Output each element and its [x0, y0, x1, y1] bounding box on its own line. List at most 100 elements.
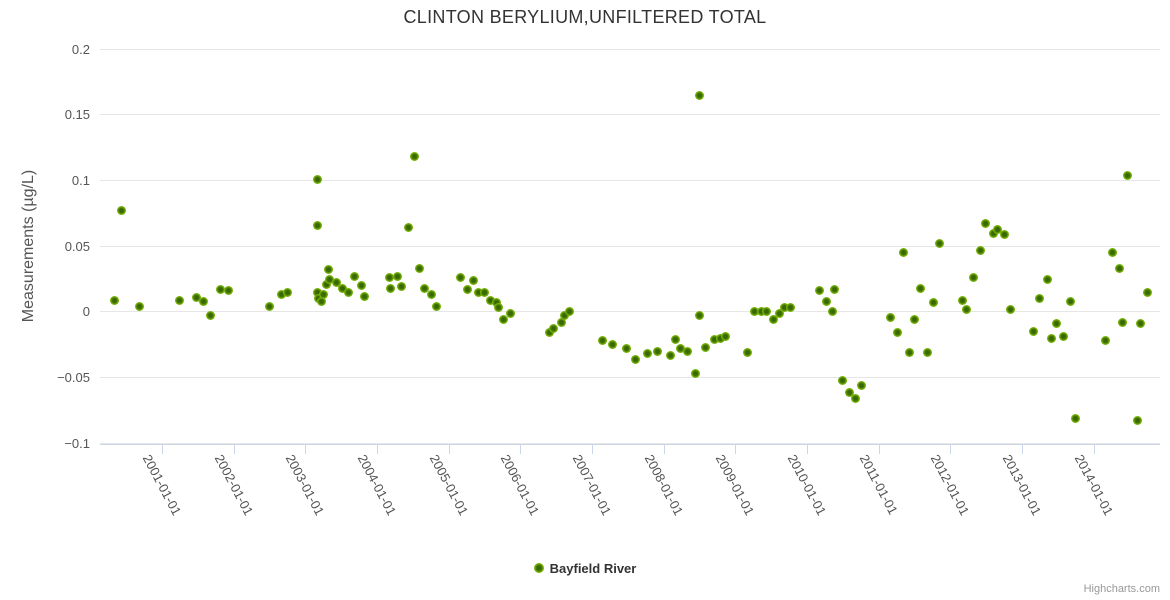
data-point[interactable] — [980, 219, 990, 229]
data-point[interactable] — [642, 349, 652, 359]
data-point[interactable] — [426, 290, 436, 300]
data-point[interactable] — [885, 312, 895, 322]
data-point[interactable] — [701, 342, 711, 352]
data-point[interactable] — [419, 283, 429, 293]
data-point[interactable] — [742, 348, 752, 358]
data-point[interactable] — [313, 220, 322, 230]
data-point[interactable] — [608, 340, 618, 350]
data-point[interactable] — [598, 336, 608, 346]
data-point[interactable] — [322, 279, 332, 289]
data-point[interactable] — [710, 334, 720, 344]
data-point[interactable] — [975, 245, 985, 255]
data-point[interactable] — [988, 228, 998, 238]
data-point[interactable] — [892, 328, 902, 338]
data-point[interactable] — [1101, 336, 1111, 346]
data-point[interactable] — [319, 290, 329, 300]
data-point[interactable] — [961, 304, 971, 314]
data-point[interactable] — [175, 295, 185, 305]
data-point[interactable] — [456, 273, 466, 283]
data-point[interactable] — [224, 286, 234, 296]
data-point[interactable] — [199, 296, 209, 306]
data-point[interactable] — [670, 334, 680, 344]
data-point[interactable] — [431, 302, 441, 312]
data-point[interactable] — [356, 281, 366, 291]
data-point[interactable] — [494, 303, 504, 313]
data-point[interactable] — [904, 348, 914, 358]
data-point[interactable] — [316, 296, 326, 306]
data-point[interactable] — [757, 307, 767, 317]
data-point[interactable] — [844, 387, 854, 397]
data-point[interactable] — [780, 303, 790, 313]
data-point[interactable] — [359, 291, 369, 301]
data-point[interactable] — [1046, 333, 1056, 343]
data-point[interactable] — [827, 307, 837, 317]
data-point[interactable] — [134, 302, 144, 312]
data-point[interactable] — [1059, 332, 1069, 342]
data-point[interactable] — [468, 275, 478, 285]
data-point[interactable] — [774, 308, 784, 318]
data-point[interactable] — [851, 394, 861, 404]
data-point[interactable] — [1051, 319, 1061, 329]
data-point[interactable] — [785, 303, 795, 313]
data-point[interactable] — [1070, 413, 1080, 423]
legend[interactable]: Bayfield River — [0, 558, 1170, 578]
data-point[interactable] — [206, 311, 216, 321]
data-point[interactable] — [1028, 327, 1038, 337]
data-point[interactable] — [410, 152, 420, 162]
data-point[interactable] — [762, 307, 772, 317]
data-point[interactable] — [838, 375, 848, 385]
data-point[interactable] — [1122, 170, 1132, 180]
data-point[interactable] — [1132, 416, 1142, 426]
data-point[interactable] — [1035, 294, 1045, 304]
data-point[interactable] — [909, 315, 919, 325]
data-point[interactable] — [721, 332, 731, 342]
data-point[interactable] — [313, 287, 322, 297]
data-point[interactable] — [682, 346, 692, 356]
data-point[interactable] — [676, 344, 686, 354]
data-point[interactable] — [750, 307, 760, 317]
data-point[interactable] — [830, 285, 840, 295]
data-point[interactable] — [462, 285, 472, 295]
data-point[interactable] — [191, 292, 201, 302]
data-point[interactable] — [338, 283, 348, 293]
data-point[interactable] — [479, 287, 489, 297]
data-point[interactable] — [473, 287, 483, 297]
data-point[interactable] — [999, 229, 1009, 239]
data-point[interactable] — [343, 287, 353, 297]
data-point[interactable] — [110, 295, 120, 305]
data-point[interactable] — [564, 307, 574, 317]
data-point[interactable] — [415, 263, 425, 273]
highcharts-credits-link[interactable]: Highcharts.com — [1083, 583, 1160, 595]
data-point[interactable] — [969, 273, 979, 283]
data-point[interactable] — [1006, 304, 1015, 314]
data-point[interactable] — [621, 344, 631, 354]
data-point[interactable] — [116, 206, 126, 216]
data-point[interactable] — [856, 380, 866, 390]
data-point[interactable] — [1142, 287, 1152, 297]
data-point[interactable] — [631, 354, 641, 364]
data-point[interactable] — [1066, 296, 1076, 306]
data-point[interactable] — [216, 285, 226, 295]
data-point[interactable] — [313, 174, 322, 184]
data-point[interactable] — [666, 350, 676, 360]
data-point[interactable] — [393, 271, 403, 281]
data-point[interactable] — [560, 311, 570, 321]
data-point[interactable] — [935, 239, 945, 249]
data-point[interactable] — [331, 278, 341, 288]
data-point[interactable] — [899, 248, 909, 258]
data-point[interactable] — [404, 223, 414, 233]
data-point[interactable] — [282, 287, 292, 297]
data-point[interactable] — [549, 324, 559, 334]
data-point[interactable] — [264, 302, 274, 312]
data-point[interactable] — [396, 282, 406, 292]
data-point[interactable] — [993, 224, 1003, 234]
data-point[interactable] — [915, 283, 925, 293]
data-point[interactable] — [545, 328, 555, 338]
data-point[interactable] — [277, 290, 287, 300]
data-point[interactable] — [691, 369, 701, 379]
data-point[interactable] — [1114, 263, 1124, 273]
data-point[interactable] — [350, 271, 360, 281]
data-point[interactable] — [325, 274, 335, 284]
data-point[interactable] — [1042, 274, 1052, 284]
data-point[interactable] — [821, 296, 831, 306]
